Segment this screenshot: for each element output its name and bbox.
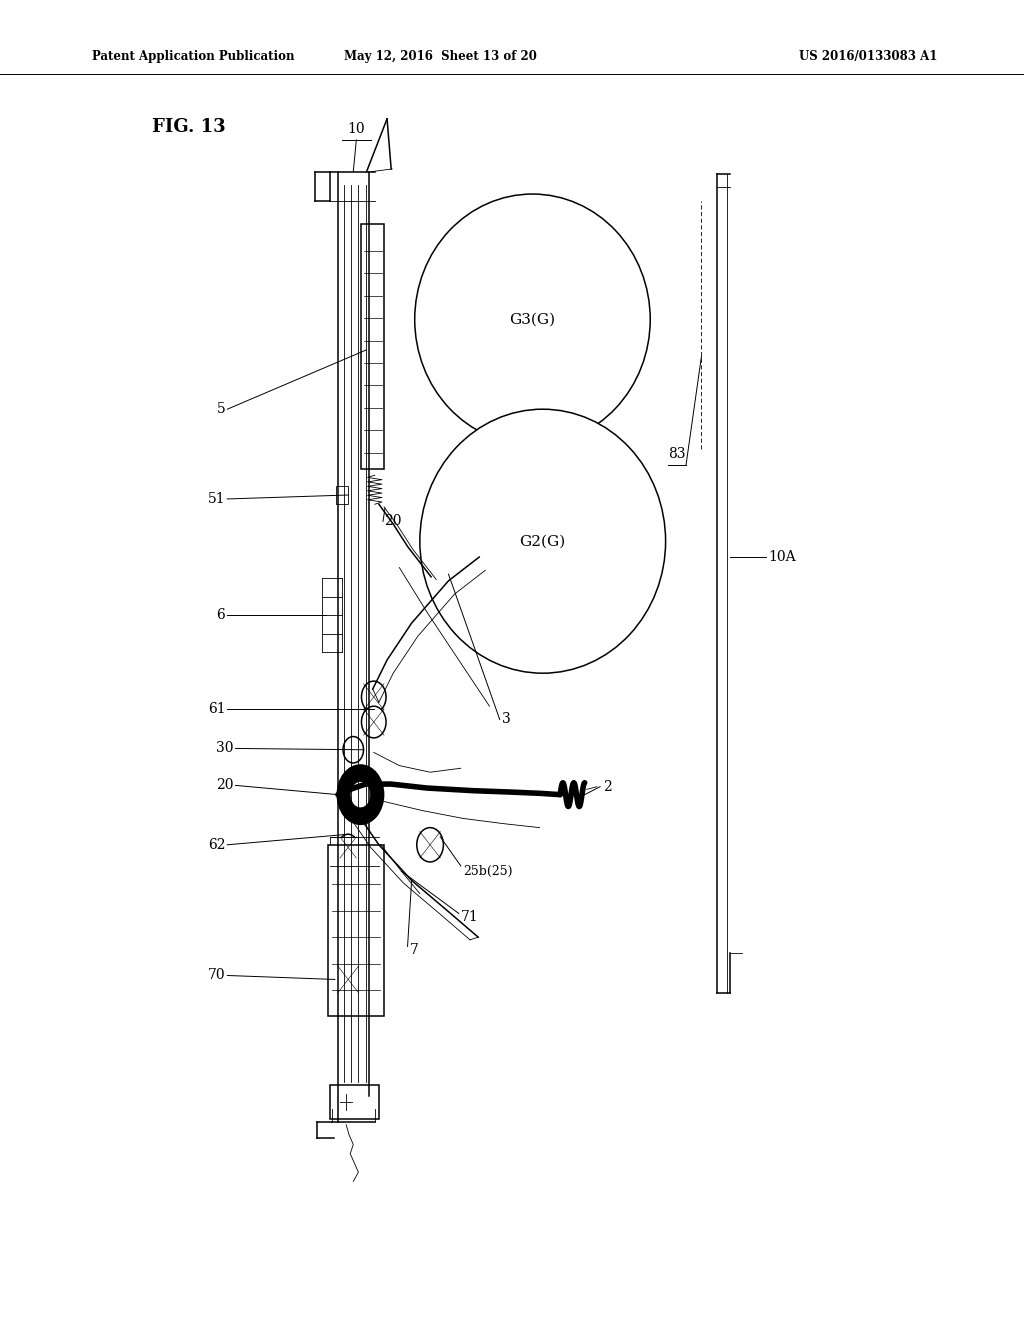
Text: 3: 3 [502,713,511,726]
Text: 20: 20 [216,779,233,792]
Text: 70: 70 [208,969,225,982]
Circle shape [338,834,358,861]
Text: Patent Application Publication: Patent Application Publication [92,50,295,63]
Bar [330,837,358,866]
Text: 51: 51 [208,492,225,506]
Text: 30: 30 [216,742,233,755]
Text: 10A: 10A [768,550,796,564]
Bar [361,224,384,469]
Text: 62: 62 [208,838,225,851]
Text: May 12, 2016  Sheet 13 of 20: May 12, 2016 Sheet 13 of 20 [344,50,537,63]
Text: 6: 6 [216,609,225,622]
Text: G3(G): G3(G) [509,313,556,326]
Text: 25b(25): 25b(25) [463,865,512,878]
Text: 83: 83 [668,446,685,461]
Bar [330,1085,379,1119]
Circle shape [350,781,371,808]
Circle shape [338,766,383,824]
Circle shape [361,681,386,713]
Ellipse shape [420,409,666,673]
Text: US 2016/0133083 A1: US 2016/0133083 A1 [799,50,937,63]
Text: FIG. 13: FIG. 13 [152,117,225,136]
Text: 2: 2 [603,780,612,793]
Circle shape [361,706,386,738]
Ellipse shape [415,194,650,445]
Circle shape [335,962,361,997]
Text: 7: 7 [410,944,419,957]
Bar [336,486,348,504]
Text: 20: 20 [384,515,401,528]
Circle shape [343,737,364,763]
Text: 5: 5 [216,403,225,416]
Text: 61: 61 [208,702,225,715]
Bar [328,845,384,1016]
Text: G2(G): G2(G) [519,535,566,548]
Text: 71: 71 [461,911,478,924]
Circle shape [417,828,443,862]
Text: 10: 10 [347,121,366,136]
